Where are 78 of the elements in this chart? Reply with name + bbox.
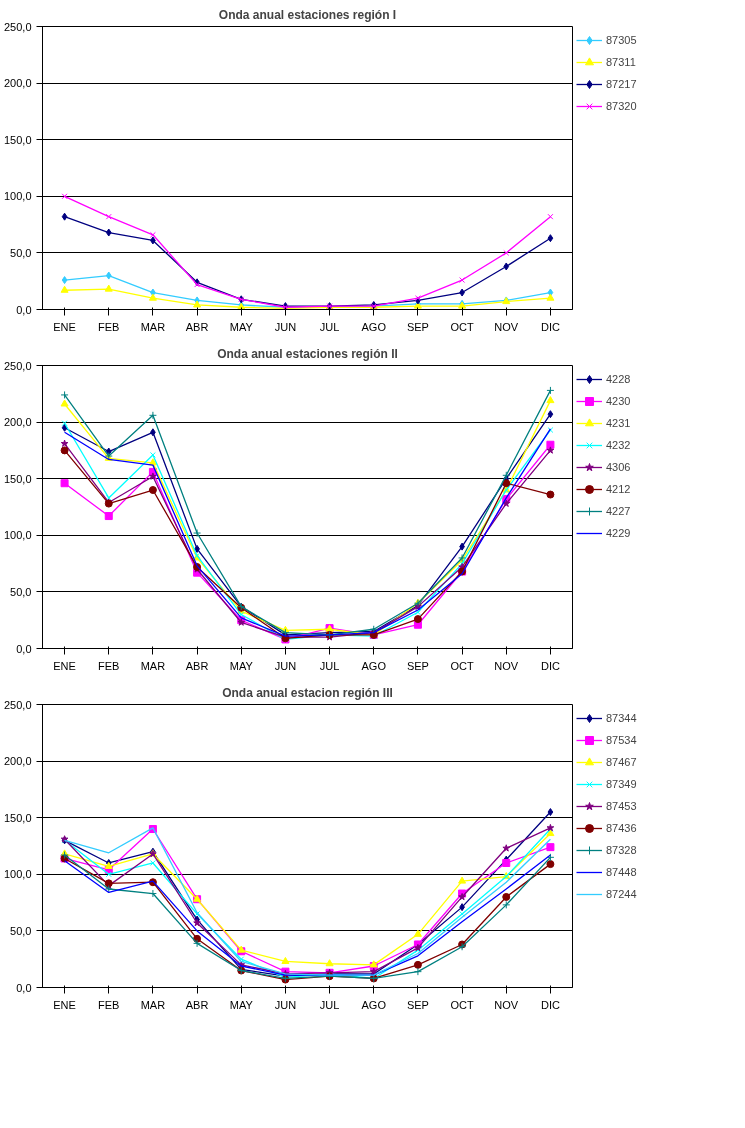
y-tick-label: 150,0: [3, 811, 32, 824]
legend-label: 87305: [606, 34, 638, 46]
x-tick-label: OCT: [450, 998, 474, 1011]
x-tick-label: FEB: [98, 659, 120, 672]
y-tick-label: 200,0: [3, 77, 32, 90]
x-tick-label: JUL: [319, 998, 340, 1011]
y-tick-label: 50,0: [10, 246, 32, 259]
y-tick-label: 200,0: [3, 416, 32, 429]
y-tick-label: 0,0: [16, 642, 32, 655]
x-tick-label: FEB: [98, 320, 120, 333]
y-tick-label: 100,0: [3, 868, 32, 881]
x-tick-label: JUL: [319, 320, 340, 333]
x-tick-label: SEP: [406, 320, 429, 333]
legend-label: 87311: [606, 56, 637, 68]
x-tick-label: DIC: [540, 320, 560, 333]
x-tick-label: OCT: [450, 659, 474, 672]
legend-label: 4229: [606, 527, 632, 539]
chart-title: Onda anual estacion región III: [222, 685, 393, 700]
y-tick-label: 100,0: [3, 529, 32, 542]
x-tick-label: AGO: [361, 320, 387, 333]
x-tick-label: MAR: [140, 998, 166, 1011]
y-tick-label: 0,0: [16, 981, 32, 994]
legend-label: 87328: [606, 844, 638, 856]
y-tick-label: 150,0: [3, 133, 32, 146]
x-tick-label: JUN: [274, 320, 297, 333]
legend-label: 87453: [606, 800, 638, 812]
x-tick-label: ENE: [53, 320, 76, 333]
x-tick-label: DIC: [540, 998, 560, 1011]
x-tick-label: MAY: [229, 998, 254, 1011]
x-tick-label: ABR: [185, 320, 209, 333]
x-tick-label: AGO: [361, 659, 387, 672]
y-tick-label: 100,0: [3, 190, 32, 203]
x-tick-label: NOV: [494, 998, 519, 1011]
x-tick-label: JUL: [319, 659, 340, 672]
legend-label: 87244: [606, 888, 638, 900]
x-tick-label: ABR: [185, 659, 209, 672]
y-tick-label: 50,0: [10, 585, 32, 598]
x-tick-label: MAY: [229, 659, 254, 672]
x-tick-label: MAR: [140, 659, 166, 672]
x-tick-label: NOV: [494, 320, 519, 333]
x-tick-label: JUN: [274, 998, 297, 1011]
legend-label: 87320: [606, 100, 638, 112]
legend-label: 87217: [606, 78, 638, 90]
x-tick-label: SEP: [406, 659, 429, 672]
legend-label: 4232: [606, 439, 632, 451]
x-tick-label: DIC: [540, 659, 560, 672]
legend-label: 87344: [606, 712, 638, 724]
x-tick-label: NOV: [494, 659, 519, 672]
x-tick-label: ENE: [53, 998, 76, 1011]
y-tick-label: 250,0: [3, 20, 32, 33]
legend-label: 87349: [606, 778, 638, 790]
legend-label: 4306: [606, 461, 632, 473]
legend-label: 87436: [606, 822, 638, 834]
x-tick-label: JUN: [274, 659, 297, 672]
legend-label: 4227: [606, 505, 632, 517]
chart-title: Onda anual estaciones región I: [218, 7, 397, 22]
y-tick-label: 250,0: [3, 359, 32, 372]
x-tick-label: SEP: [406, 998, 429, 1011]
y-tick-label: 0,0: [16, 303, 32, 316]
chart-title: Onda anual estaciones región II: [217, 346, 398, 361]
x-tick-label: AGO: [361, 998, 387, 1011]
x-tick-label: FEB: [98, 998, 120, 1011]
y-tick-label: 150,0: [3, 472, 32, 485]
legend-label: 87448: [606, 866, 638, 878]
legend-label: 87534: [606, 734, 638, 746]
legend-label: 4230: [606, 395, 632, 407]
x-tick-label: OCT: [450, 320, 474, 333]
y-tick-label: 50,0: [10, 924, 32, 937]
legend-label: 4212: [606, 483, 632, 495]
legend-label: 4231: [606, 417, 632, 429]
y-tick-label: 200,0: [3, 755, 32, 768]
legend-label: 87467: [606, 756, 638, 768]
x-tick-label: ENE: [53, 659, 76, 672]
x-tick-label: ABR: [185, 998, 209, 1011]
legend-label: 4228: [606, 373, 632, 385]
x-tick-label: MAY: [229, 320, 254, 333]
y-tick-label: 250,0: [3, 698, 32, 711]
x-tick-label: MAR: [140, 320, 166, 333]
